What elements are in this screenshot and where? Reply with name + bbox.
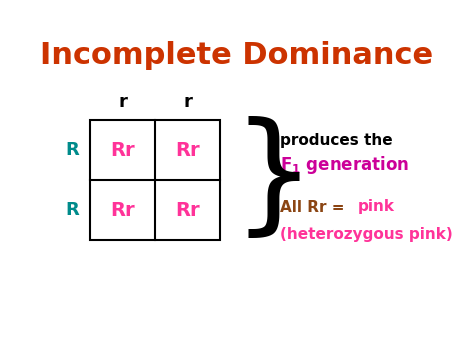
Text: }: } xyxy=(232,116,316,244)
Text: Rr: Rr xyxy=(110,141,135,159)
Text: produces the: produces the xyxy=(280,133,392,148)
Text: r: r xyxy=(183,93,192,111)
Bar xyxy=(90,120,220,240)
Text: pink: pink xyxy=(358,200,395,214)
Text: Rr: Rr xyxy=(110,201,135,219)
Text: Rr: Rr xyxy=(175,141,200,159)
Text: R: R xyxy=(65,201,79,219)
Text: $\mathregular{F_1}$ generation: $\mathregular{F_1}$ generation xyxy=(280,154,409,176)
Text: Incomplete Dominance: Incomplete Dominance xyxy=(40,40,434,70)
Text: R: R xyxy=(65,141,79,159)
Text: Rr: Rr xyxy=(175,201,200,219)
Text: All Rr =: All Rr = xyxy=(280,200,350,214)
Text: r: r xyxy=(118,93,127,111)
Text: (heterozygous pink): (heterozygous pink) xyxy=(280,226,453,241)
